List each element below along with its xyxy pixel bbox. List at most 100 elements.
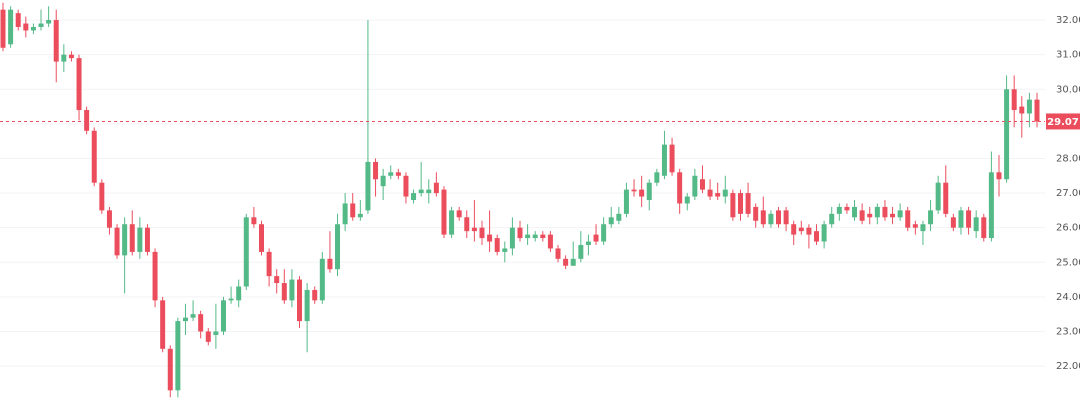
candle-body bbox=[646, 182, 652, 200]
candle-body bbox=[68, 54, 74, 59]
candle-body bbox=[289, 279, 295, 301]
candle-body bbox=[1004, 89, 1010, 180]
candle-body bbox=[205, 331, 211, 342]
candle-body bbox=[53, 20, 59, 62]
candle-body bbox=[274, 276, 280, 284]
candle-body bbox=[175, 321, 181, 391]
candle-body bbox=[91, 130, 97, 183]
candle-body bbox=[129, 224, 135, 252]
y-tick-label: 27.00 bbox=[1056, 188, 1080, 199]
candle-body bbox=[335, 224, 341, 270]
candle-body bbox=[418, 189, 424, 194]
candle-body bbox=[608, 217, 614, 225]
candle-body bbox=[15, 13, 21, 27]
candle-body bbox=[654, 172, 660, 183]
candle-body bbox=[1019, 106, 1025, 114]
candle-body bbox=[745, 193, 751, 214]
candle-body bbox=[1011, 89, 1017, 111]
candle-body bbox=[167, 348, 173, 391]
y-tick-label: 23.00 bbox=[1056, 326, 1080, 337]
candle-body bbox=[144, 227, 150, 252]
candle-body bbox=[350, 203, 356, 218]
candle-body bbox=[373, 161, 379, 180]
candle-body bbox=[106, 210, 112, 228]
candle-body bbox=[943, 182, 949, 214]
candle-body bbox=[966, 210, 972, 228]
candle-body bbox=[829, 213, 835, 225]
candle-body bbox=[190, 314, 196, 318]
candle-body bbox=[84, 110, 90, 131]
candle-body bbox=[547, 234, 553, 249]
candle-body bbox=[798, 227, 804, 232]
candle-body bbox=[471, 227, 477, 232]
y-tick-label: 25.00 bbox=[1056, 257, 1080, 268]
candle-body bbox=[844, 206, 850, 211]
candle-body bbox=[517, 227, 523, 239]
candle-body bbox=[935, 182, 941, 211]
candle-body bbox=[601, 224, 607, 242]
candle-body bbox=[494, 238, 500, 252]
y-tick-label: 30.00 bbox=[1056, 84, 1080, 95]
candle-body bbox=[23, 23, 29, 31]
y-tick-label: 24.00 bbox=[1056, 292, 1080, 303]
candle-body bbox=[791, 224, 797, 235]
candle-body bbox=[973, 217, 979, 232]
candle-body bbox=[357, 213, 363, 218]
last-price-label: 29.07 bbox=[1047, 117, 1079, 128]
candle-body bbox=[251, 217, 257, 225]
candle-body bbox=[259, 224, 264, 252]
candle-body bbox=[715, 193, 721, 197]
candle-body bbox=[220, 300, 226, 332]
candle-body bbox=[593, 234, 599, 242]
candle-body bbox=[540, 234, 546, 239]
candle-body bbox=[639, 189, 645, 197]
candle-body bbox=[114, 227, 120, 256]
candle-body bbox=[585, 241, 591, 245]
candle-body bbox=[623, 189, 629, 214]
candle-body bbox=[890, 213, 896, 218]
candle-body bbox=[403, 175, 409, 197]
candle-body bbox=[958, 210, 964, 228]
y-tick-label: 28.00 bbox=[1056, 153, 1080, 164]
candle-body bbox=[928, 210, 934, 225]
candle-body bbox=[821, 224, 827, 242]
candle-body bbox=[38, 23, 44, 27]
candle-body bbox=[806, 227, 812, 235]
candle-body bbox=[0, 9, 6, 48]
candle-body bbox=[950, 217, 956, 228]
candle-body bbox=[509, 227, 515, 249]
candle-body bbox=[684, 196, 690, 204]
candle-body bbox=[631, 189, 637, 192]
candle-body bbox=[502, 248, 508, 252]
candle-body bbox=[137, 227, 143, 252]
candle-body bbox=[312, 289, 318, 301]
y-tick-label: 32.00 bbox=[1056, 15, 1080, 26]
candle-body bbox=[616, 213, 622, 221]
candle-body bbox=[30, 26, 36, 31]
candle-body bbox=[8, 9, 14, 45]
candle-body bbox=[281, 283, 287, 301]
candle-body bbox=[99, 182, 105, 211]
y-tick-label: 31.00 bbox=[1056, 50, 1080, 61]
candle-body bbox=[981, 217, 987, 239]
candle-body bbox=[487, 234, 493, 242]
candle-body bbox=[46, 20, 52, 24]
candle-body bbox=[836, 206, 842, 214]
candle-body bbox=[988, 172, 994, 239]
candle-body bbox=[319, 258, 325, 301]
candle-body bbox=[814, 231, 820, 242]
candle-body bbox=[867, 213, 873, 218]
y-tick-label: 26.00 bbox=[1056, 223, 1080, 234]
candle-body bbox=[760, 210, 766, 225]
candle-body bbox=[912, 224, 918, 228]
candle-body bbox=[669, 144, 675, 173]
candle-body bbox=[304, 289, 310, 322]
candle-body bbox=[152, 251, 158, 301]
candle-body bbox=[722, 189, 728, 197]
candle-body bbox=[737, 193, 743, 214]
candle-body bbox=[707, 189, 713, 197]
candle-body bbox=[449, 210, 455, 235]
last-price-box bbox=[1046, 113, 1080, 130]
candle-body bbox=[76, 58, 82, 111]
